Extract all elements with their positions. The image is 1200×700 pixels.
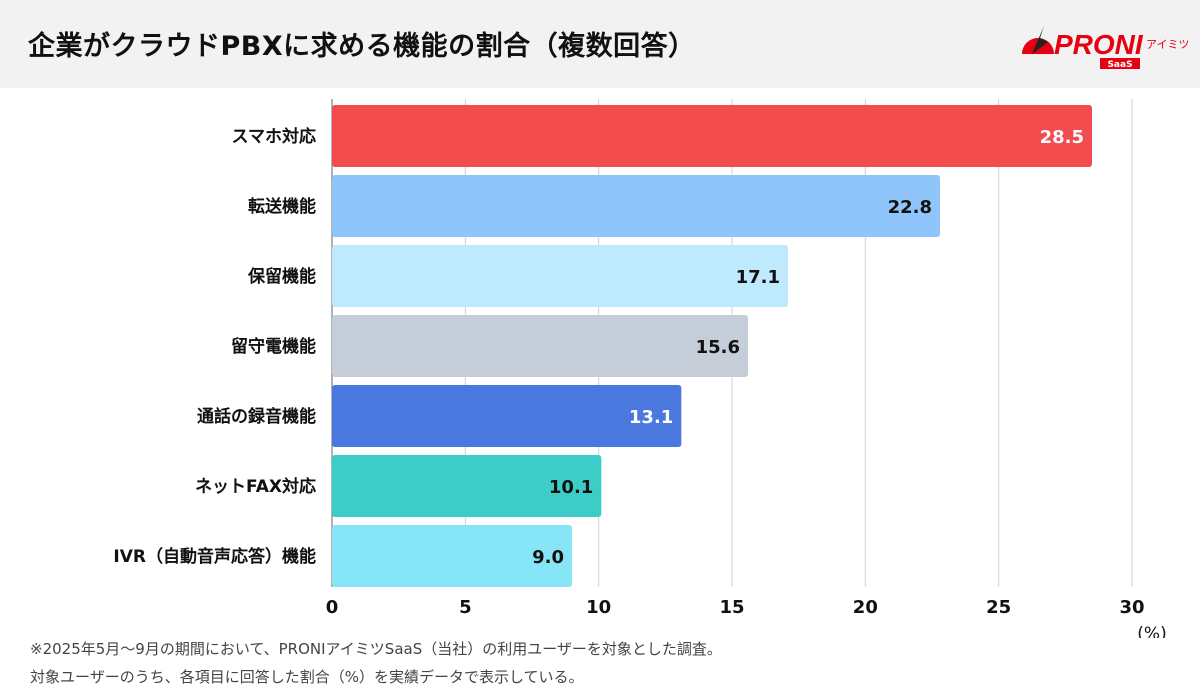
x-unit-label: (%) [1137,624,1166,638]
data-label: 10.1 [549,477,593,498]
x-tick-label: 10 [586,597,611,618]
category-label: 留守電機能 [231,336,316,357]
data-label: 15.6 [696,337,740,358]
bar [332,315,748,377]
category-label: 転送機能 [248,196,316,217]
header: 企業がクラウドPBXに求める機能の割合（複数回答） PRONI アイミツ Saa… [0,0,1200,88]
svg-text:SaaS: SaaS [1107,60,1132,70]
bar-chart: 0 5 10 15 20 25 30 (%) スマホ対応 28.5 転送機能 22.8 保留機能 17.1… [113,99,1167,638]
footnote-1: ※2025年5月〜9月の期間において、PRONIアイミツSaaS（当社）の利用ユ… [30,640,722,658]
page-title: 企業がクラウドPBXに求める機能の割合（複数回答） [28,31,696,62]
bar [332,105,1092,167]
x-tick-label: 5 [459,597,472,618]
svg-text:アイミツ: アイミツ [1146,38,1188,51]
category-label: 保留機能 [247,266,316,287]
category-label: IVR（自動音声応答）機能 [113,546,316,567]
data-label: 28.5 [1040,127,1084,148]
x-tick-label: 25 [986,597,1011,618]
footnote-2: 対象ユーザーのうち、各項目に回答した割合（%）を実績データで表示している。 [30,668,584,686]
svg-text:PRONI: PRONI [1054,29,1144,60]
x-tick-label: 0 [326,597,339,618]
x-tick-label: 30 [1119,597,1144,618]
data-label: 9.0 [532,547,564,568]
x-tick-label: 15 [719,597,744,618]
data-label: 22.8 [888,197,932,218]
data-label: 13.1 [629,407,673,428]
category-label: スマホ対応 [232,126,317,147]
bar [332,525,572,587]
data-label: 17.1 [736,267,780,288]
x-tick-label: 20 [853,597,878,618]
bar [332,455,602,517]
category-label: 通話の録音機能 [197,406,316,427]
bar [332,385,682,447]
bar [332,245,788,307]
category-label: ネットFAX対応 [195,476,316,497]
proni-logo: PRONI アイミツ SaaS [1022,26,1188,70]
bar [332,175,940,237]
